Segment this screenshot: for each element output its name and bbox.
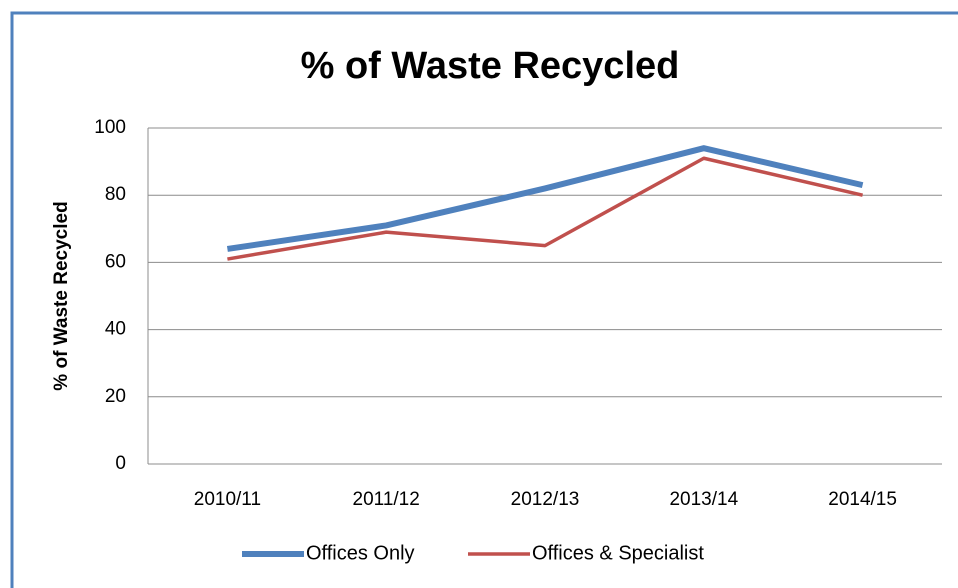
chart-title: % of Waste Recycled bbox=[301, 45, 680, 87]
legend-label: Offices & Specialist bbox=[532, 542, 704, 564]
y-tick-label: 80 bbox=[105, 184, 126, 205]
series-line bbox=[227, 156, 863, 261]
legend-label: Offices Only bbox=[306, 542, 415, 564]
x-tick-label: 2013/14 bbox=[669, 489, 738, 510]
y-axis-label: % of Waste Recycled bbox=[51, 201, 72, 390]
x-tick-label: 2010/11 bbox=[194, 489, 261, 510]
y-tick-label: 0 bbox=[115, 453, 126, 474]
y-tick-label: 40 bbox=[105, 319, 126, 340]
x-tick-label: 2014/15 bbox=[828, 489, 897, 510]
series-line bbox=[226, 145, 864, 252]
y-tick-label: 100 bbox=[94, 117, 126, 138]
x-tick-label: 2011/12 bbox=[353, 489, 420, 510]
x-tick-label: 2012/13 bbox=[511, 489, 580, 510]
y-tick-label: 20 bbox=[105, 386, 126, 407]
y-tick-label: 60 bbox=[105, 251, 126, 272]
frame bbox=[10, 11, 958, 588]
